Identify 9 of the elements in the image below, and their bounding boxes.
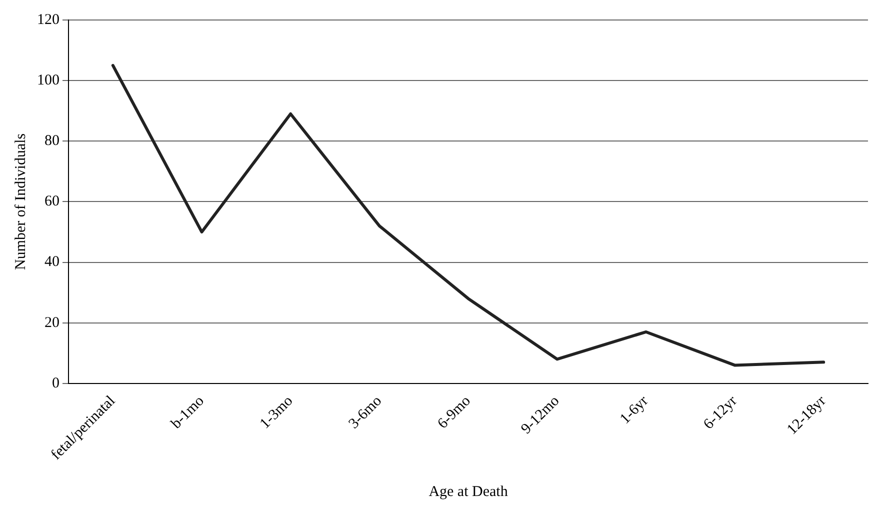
y-tick-label: 60 — [44, 194, 60, 210]
y-tick-label: 80 — [44, 133, 60, 150]
y-axis-title: Number of Individuals — [12, 133, 29, 270]
y-tick-label: 40 — [44, 254, 60, 270]
y-tick-label: 100 — [37, 72, 60, 88]
x-axis-title: Age at Death — [428, 484, 508, 500]
y-tick-label: 20 — [44, 314, 60, 331]
y-tick-label: 120 — [37, 12, 60, 28]
y-tick-label: 0 — [52, 375, 60, 392]
